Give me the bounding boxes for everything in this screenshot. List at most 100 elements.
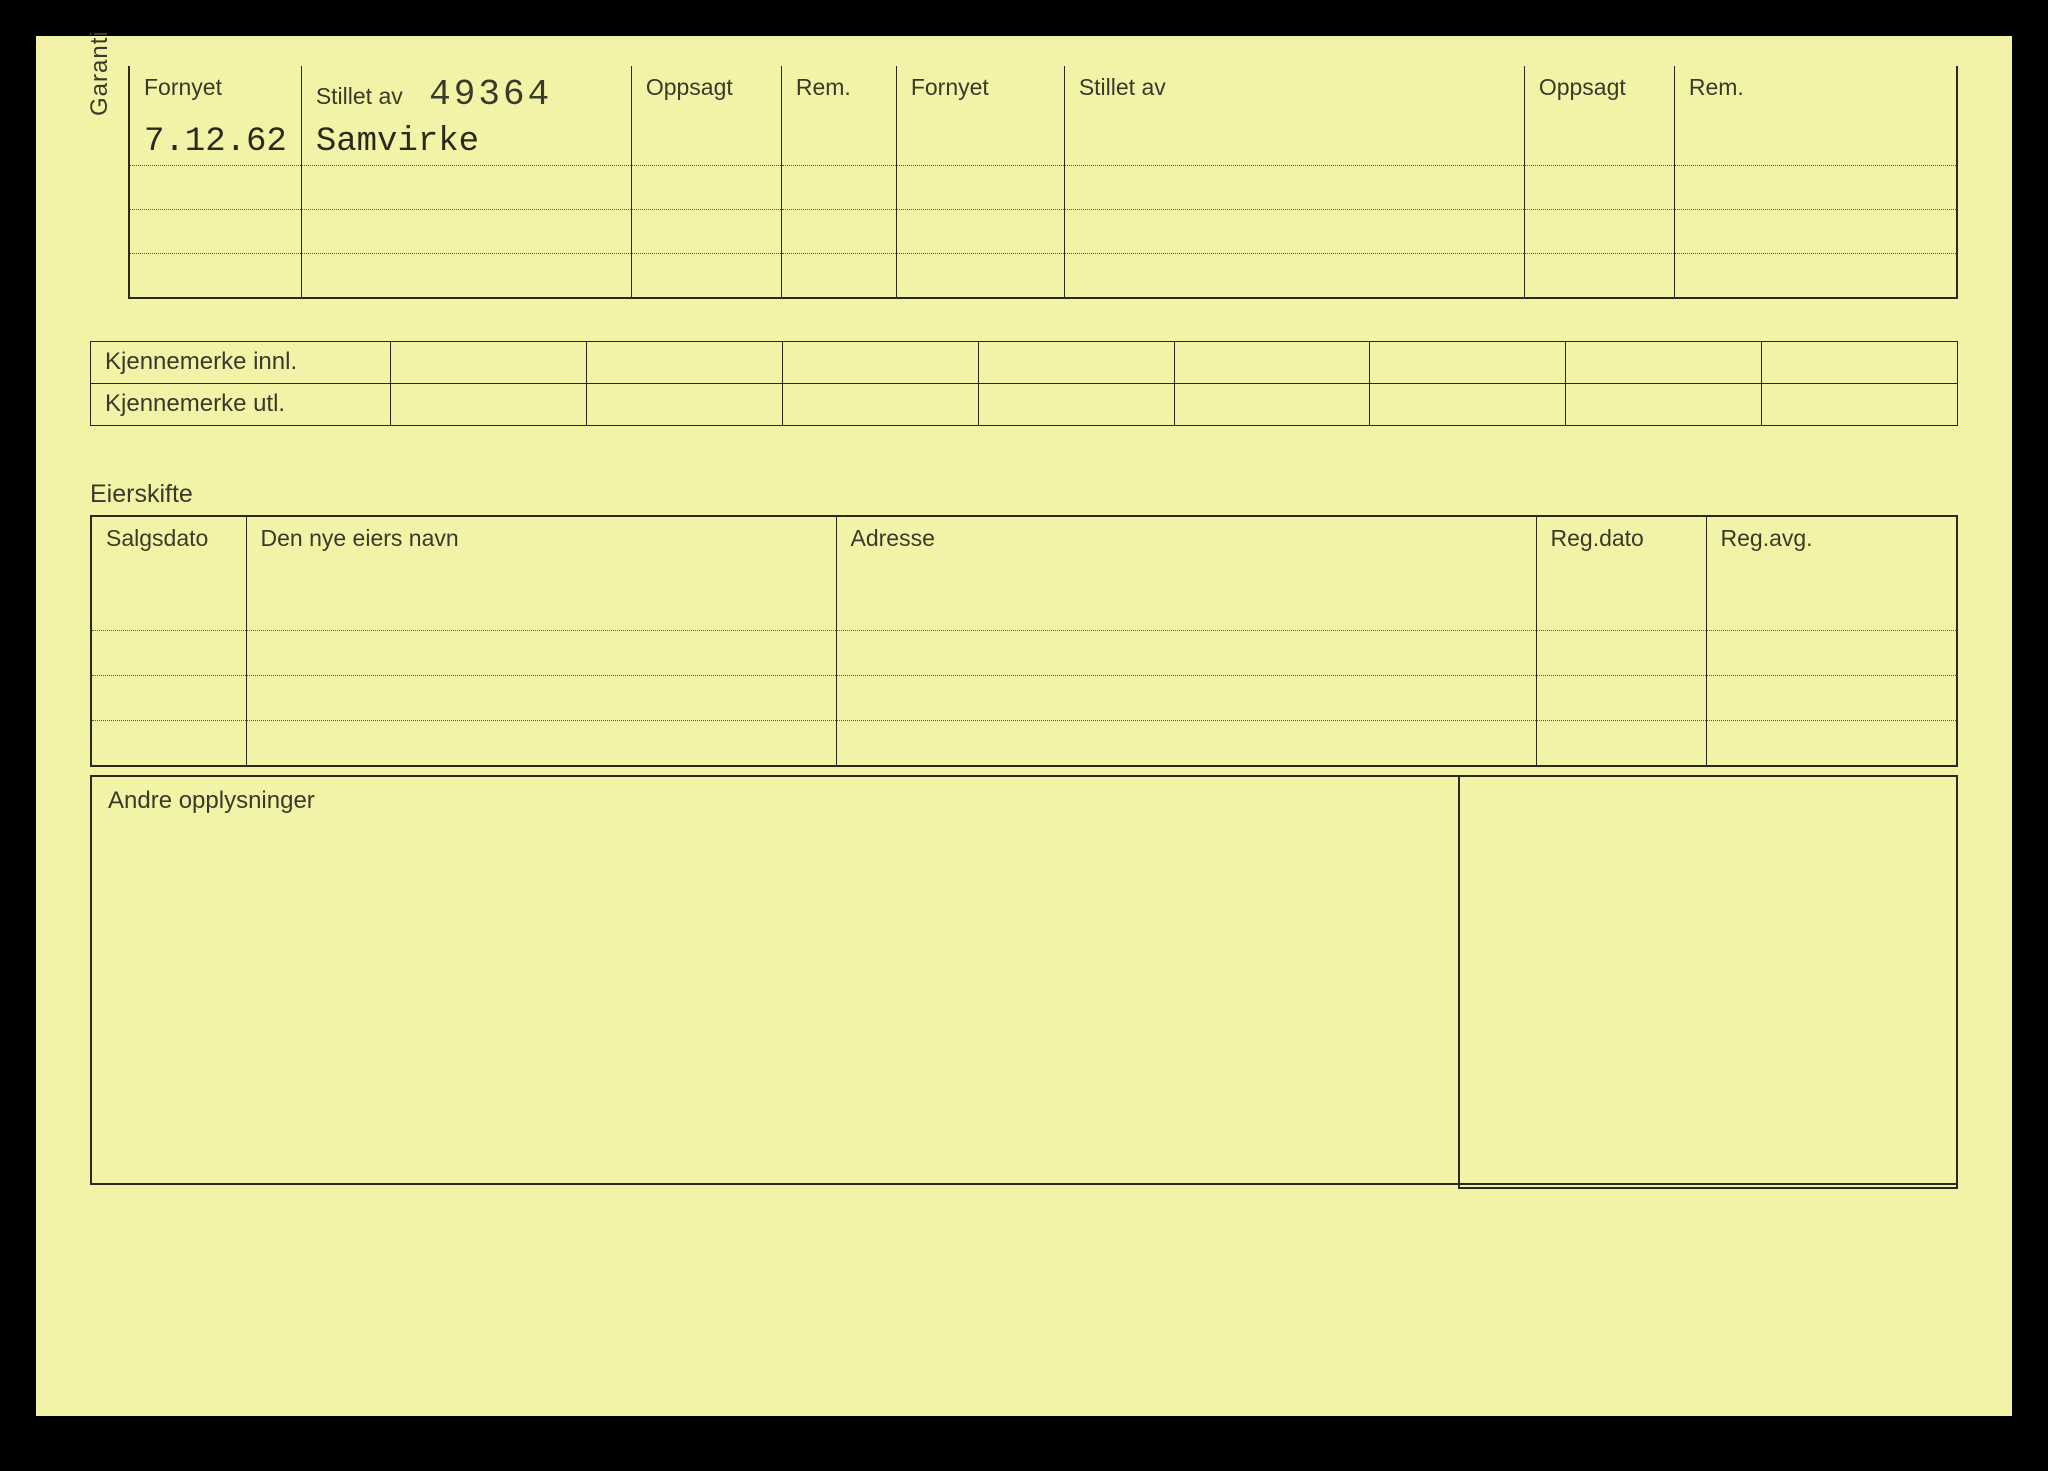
- kjenne-innl-cell: [1174, 341, 1370, 383]
- garanti-cell: [631, 119, 781, 166]
- eierskifte-cell: [836, 721, 1536, 766]
- registration-card: Garanti Fornyet Stillet av 49364 Oppsagt…: [36, 36, 2012, 1416]
- kjenne-utl-cell: [978, 383, 1174, 425]
- garanti-cell: [301, 166, 631, 210]
- eierskifte-row: [91, 721, 1957, 766]
- garanti-cell: [129, 210, 301, 254]
- kjenne-innl-cell: [391, 341, 587, 383]
- garanti-header-oppsagt: Oppsagt: [631, 66, 781, 119]
- garanti-cell: [1524, 210, 1674, 254]
- garanti-header-stillet2: Stillet av: [1064, 66, 1524, 119]
- garanti-row: [129, 254, 1957, 298]
- garanti-cell: [129, 166, 301, 210]
- eierskifte-cell: [836, 586, 1536, 631]
- garanti-cell: [1674, 119, 1957, 166]
- garanti-cell: 7.12.62: [129, 119, 301, 166]
- eierskifte-row: [91, 586, 1957, 631]
- eierskifte-cell: [91, 721, 246, 766]
- kjennemerke-utl-label: Kjennemerke utl.: [91, 383, 391, 425]
- eierskifte-cell: [91, 676, 246, 721]
- eierskifte-cell: [1536, 721, 1706, 766]
- kjenne-utl-cell: [1566, 383, 1762, 425]
- garanti-header-rem: Rem.: [781, 66, 896, 119]
- eierskifte-cell: [1706, 586, 1957, 631]
- kjenne-innl-cell: [978, 341, 1174, 383]
- eierskifte-row: [91, 631, 1957, 676]
- garanti-cell: [631, 210, 781, 254]
- kjennemerke-utl-row: Kjennemerke utl.: [91, 383, 1958, 425]
- kjenne-innl-cell: [1566, 341, 1762, 383]
- kjenne-utl-cell: [782, 383, 978, 425]
- garanti-cell: [1524, 119, 1674, 166]
- garanti-row: [129, 166, 1957, 210]
- kjenne-utl-cell: [391, 383, 587, 425]
- garanti-cell: [1064, 166, 1524, 210]
- eierskifte-cell: [1706, 631, 1957, 676]
- garanti-cell: [781, 166, 896, 210]
- garanti-cell: [1524, 166, 1674, 210]
- eierskifte-cell: [246, 631, 836, 676]
- garanti-cell: [1064, 254, 1524, 298]
- garanti-cell: [301, 254, 631, 298]
- andre-right-box: [1458, 775, 1958, 1189]
- kjenne-innl-cell: [1762, 341, 1958, 383]
- kjenne-utl-cell: [1370, 383, 1566, 425]
- eierskifte-header-adresse: Adresse: [836, 516, 1536, 586]
- kjennemerke-table: Kjennemerke innl. Kjennemerke utl.: [90, 341, 1958, 426]
- garanti-side-label: Garanti: [86, 30, 114, 116]
- garanti-cell: [896, 119, 1064, 166]
- eierskifte-header-salgsdato: Salgsdato: [91, 516, 246, 586]
- garanti-cell: [301, 210, 631, 254]
- eierskifte-cell: [1536, 586, 1706, 631]
- eierskifte-section-label: Eierskifte: [90, 480, 1958, 509]
- garanti-cell: [631, 166, 781, 210]
- eierskifte-cell: [91, 586, 246, 631]
- eierskifte-row: [91, 676, 1957, 721]
- garanti-cell: Samvirke: [301, 119, 631, 166]
- kjenne-innl-cell: [782, 341, 978, 383]
- garanti-cell: [896, 166, 1064, 210]
- garanti-header-rem2: Rem.: [1674, 66, 1957, 119]
- garanti-cell: [1674, 254, 1957, 298]
- garanti-section: Garanti Fornyet Stillet av 49364 Oppsagt…: [90, 66, 1958, 299]
- garanti-cell: [1674, 166, 1957, 210]
- stillet-av-label: Stillet av: [316, 83, 403, 109]
- garanti-header-fornyet2: Fornyet: [896, 66, 1064, 119]
- eierskifte-cell: [836, 631, 1536, 676]
- garanti-row: [129, 210, 1957, 254]
- eierskifte-header-regavg: Reg.avg.: [1706, 516, 1957, 586]
- garanti-header-row: Fornyet Stillet av 49364 Oppsagt Rem. Fo…: [129, 66, 1957, 119]
- garanti-cell: [1674, 210, 1957, 254]
- garanti-cell: [1064, 119, 1524, 166]
- stillet-number: 49364: [429, 74, 552, 115]
- eierskifte-header-navn: Den nye eiers navn: [246, 516, 836, 586]
- garanti-cell: [781, 254, 896, 298]
- garanti-header-stillet: Stillet av 49364: [301, 66, 631, 119]
- eierskifte-header-row: Salgsdato Den nye eiers navn Adresse Reg…: [91, 516, 1957, 586]
- garanti-cell: [129, 254, 301, 298]
- garanti-cell: [896, 210, 1064, 254]
- garanti-cell: [896, 254, 1064, 298]
- kjenne-innl-cell: [1370, 341, 1566, 383]
- garanti-cell: [1524, 254, 1674, 298]
- garanti-row: 7.12.62Samvirke: [129, 119, 1957, 166]
- kjennemerke-innl-row: Kjennemerke innl.: [91, 341, 1958, 383]
- garanti-cell: [781, 210, 896, 254]
- eierskifte-cell: [1706, 676, 1957, 721]
- eierskifte-cell: [246, 721, 836, 766]
- eierskifte-cell: [246, 676, 836, 721]
- kjenne-utl-cell: [586, 383, 782, 425]
- garanti-cell: [631, 254, 781, 298]
- eierskifte-cell: [1536, 631, 1706, 676]
- garanti-header-oppsagt2: Oppsagt: [1524, 66, 1674, 119]
- eierskifte-cell: [91, 631, 246, 676]
- kjennemerke-innl-label: Kjennemerke innl.: [91, 341, 391, 383]
- garanti-cell: [781, 119, 896, 166]
- eierskifte-cell: [836, 676, 1536, 721]
- garanti-header-fornyet: Fornyet: [129, 66, 301, 119]
- eierskifte-cell: [246, 586, 836, 631]
- kjenne-utl-cell: [1174, 383, 1370, 425]
- eierskifte-table: Salgsdato Den nye eiers navn Adresse Reg…: [90, 515, 1958, 767]
- andre-opplysninger-section: Andre opplysninger: [90, 775, 1958, 1185]
- eierskifte-cell: [1536, 676, 1706, 721]
